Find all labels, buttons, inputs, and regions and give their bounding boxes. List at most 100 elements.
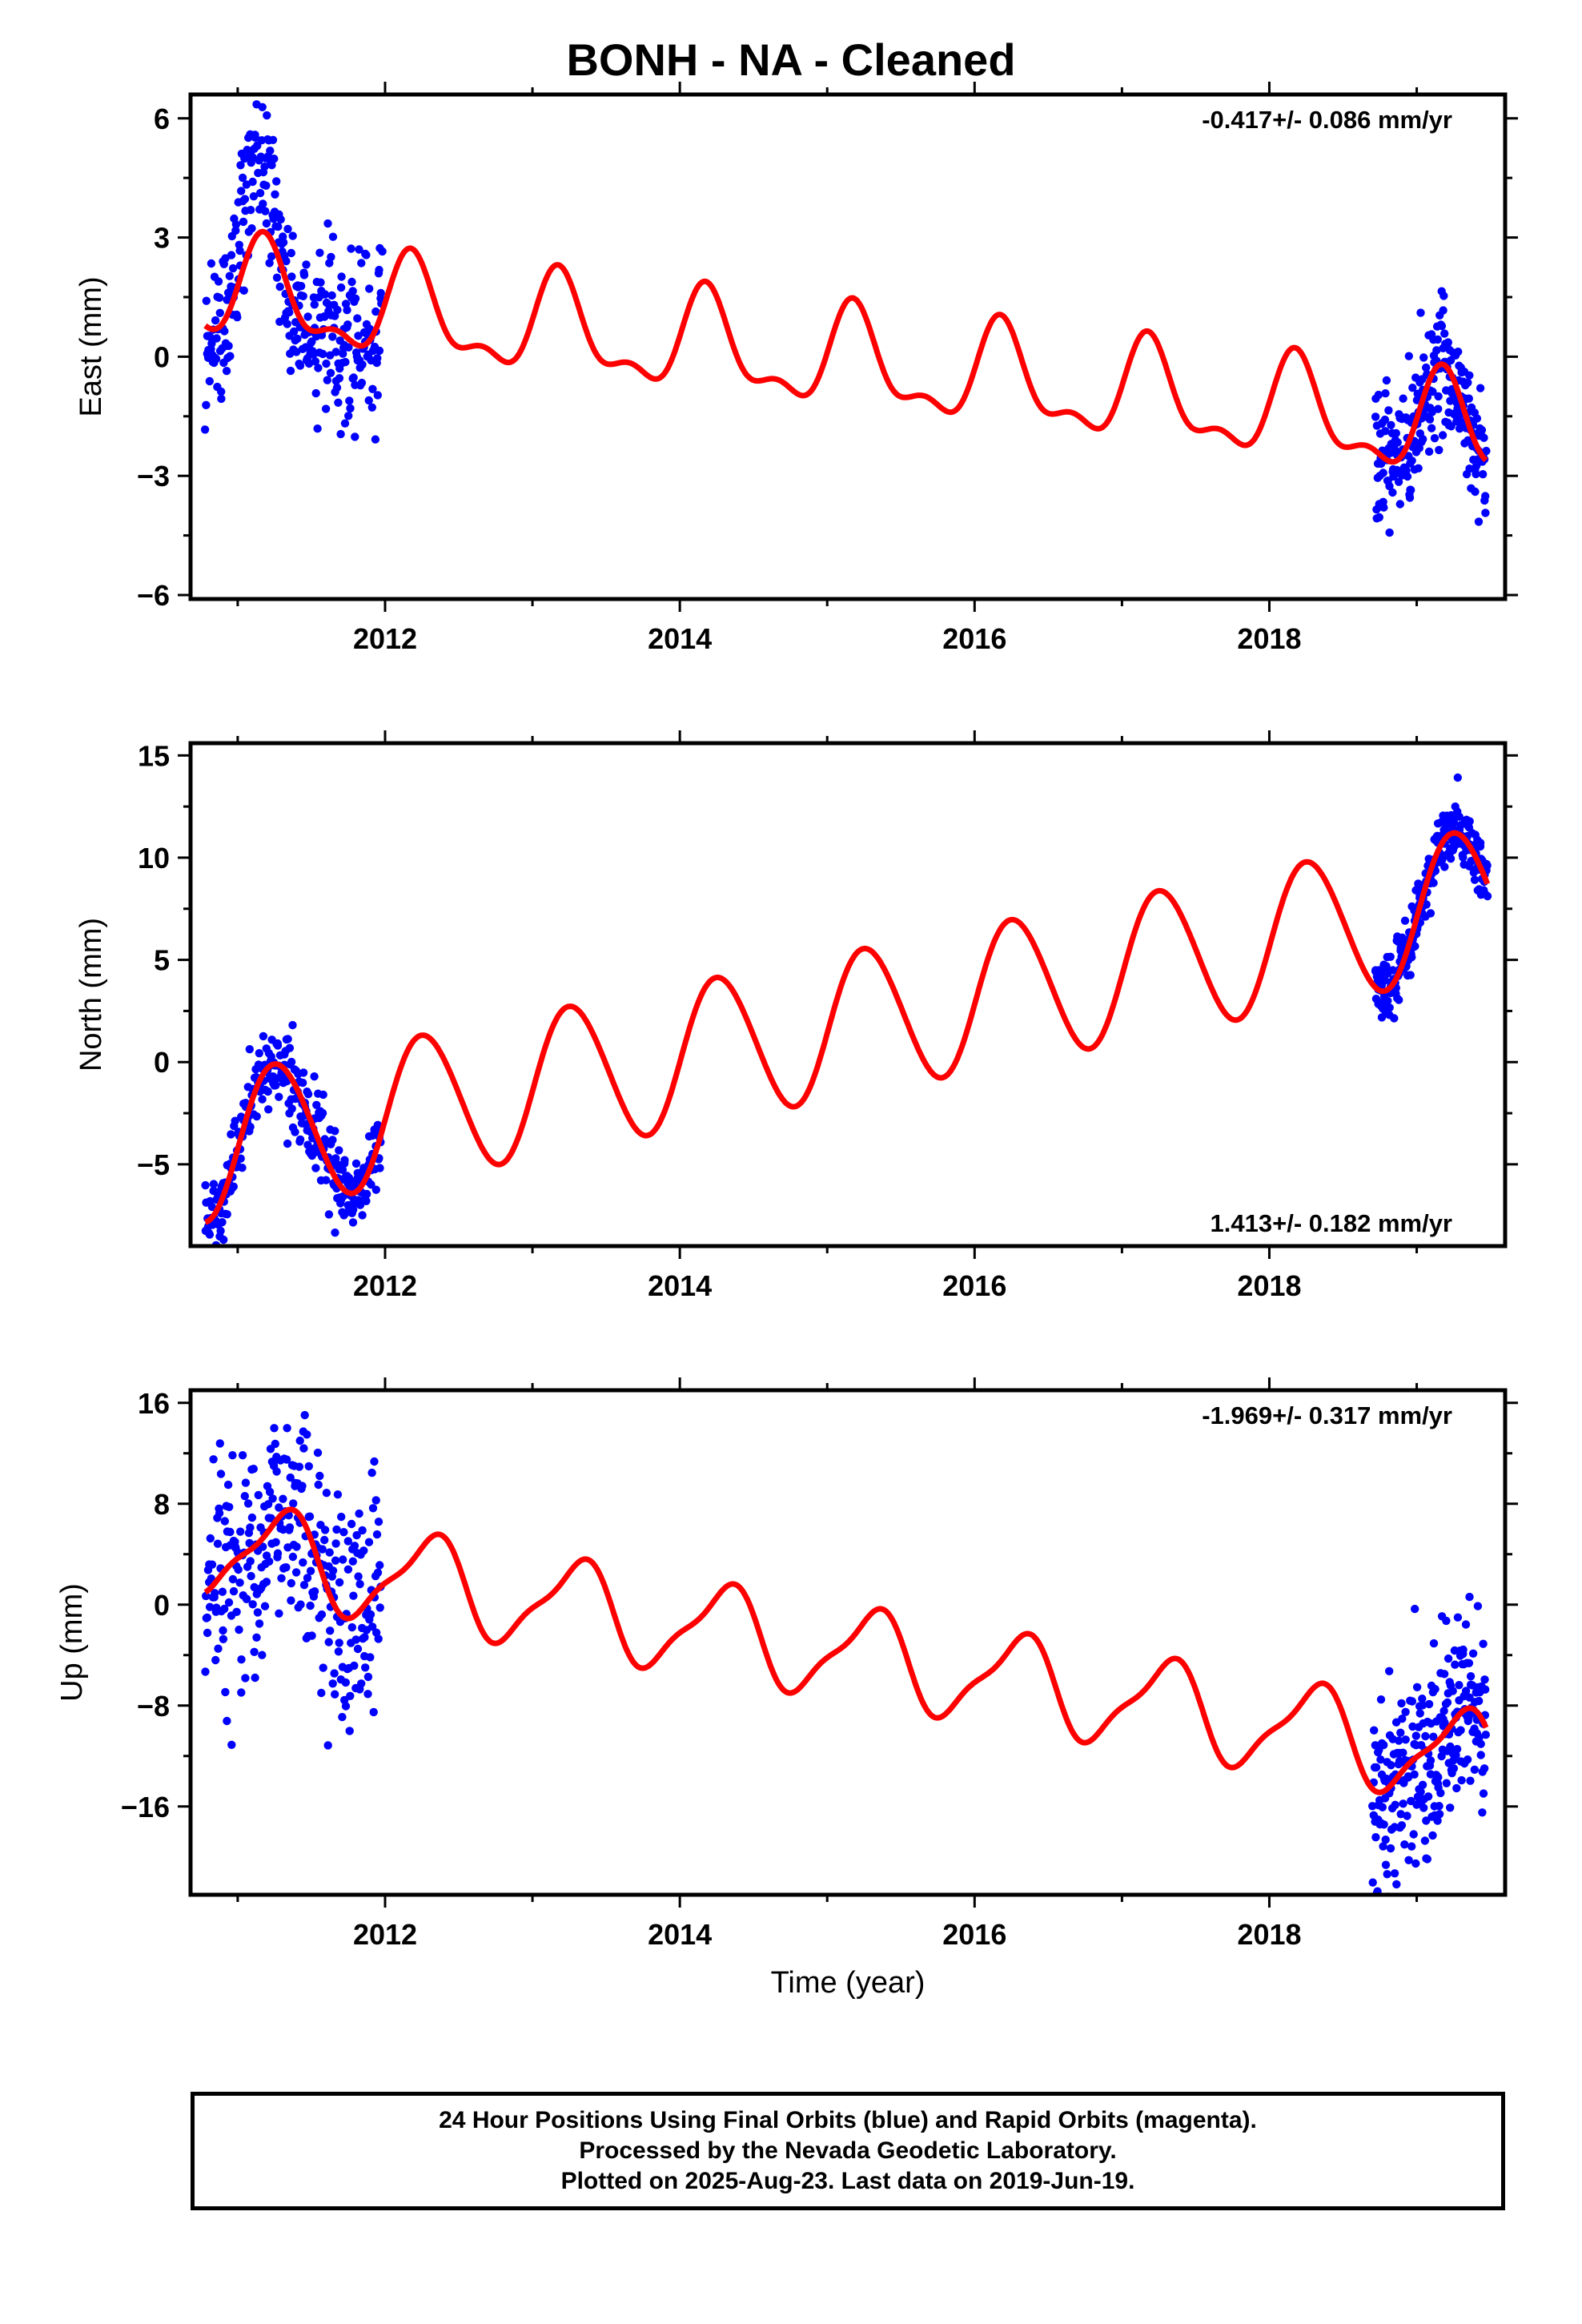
up-data-point (331, 1556, 340, 1565)
north-data-point (209, 1180, 219, 1188)
east-data-point (336, 429, 345, 439)
east-data-point (1381, 427, 1390, 436)
up-data-point (291, 1568, 301, 1577)
east-data-point (255, 188, 265, 198)
up-data-point (1407, 1697, 1417, 1706)
east-data-point (267, 252, 276, 261)
north-data-point (207, 1202, 217, 1212)
up-data-point (1451, 1660, 1460, 1669)
east-data-point (271, 190, 279, 199)
up-data-point (1398, 1715, 1407, 1723)
east-data-point (343, 306, 351, 315)
east-data-point (287, 272, 296, 281)
east-data-point (202, 400, 211, 409)
east-model-curve (203, 228, 1488, 465)
up-data-point (236, 1527, 245, 1536)
east-data-point (331, 348, 340, 356)
east-data-point (249, 192, 259, 201)
up-data-point (341, 1702, 351, 1711)
east-data-point (261, 207, 270, 215)
east-data-point (345, 396, 354, 405)
east-data-point (311, 357, 320, 366)
up-data-point (355, 1509, 363, 1518)
up-data-point (1476, 1739, 1485, 1748)
east-data-point (1395, 500, 1405, 509)
up-data-point (349, 1591, 358, 1600)
east-data-point (255, 85, 263, 93)
east-data-point (1380, 415, 1390, 424)
up-data-point (337, 1512, 346, 1522)
up-data-point (305, 1512, 315, 1521)
east-data-point (276, 215, 285, 224)
up-data-point (298, 1482, 307, 1490)
east-data-point (235, 246, 244, 255)
north-data-point (229, 1182, 238, 1191)
east-data-point (1404, 352, 1414, 360)
figure-title: BONH - NA - Cleaned (566, 34, 1016, 85)
footer-line-orbits: 24 Hour Positions Using Final Orbits (bl… (439, 2107, 1257, 2133)
up-data-point (372, 1530, 382, 1539)
up-data-point (1368, 1878, 1377, 1887)
up-data-point (324, 1638, 333, 1647)
east-data-point (1427, 424, 1436, 432)
east-data-point (1382, 376, 1391, 385)
up-data-point (1459, 1645, 1468, 1655)
up-data-point (241, 1478, 251, 1487)
east-y-tick-label: −3 (137, 460, 170, 493)
up-data-point (1479, 1789, 1488, 1798)
north-data-point (1440, 862, 1449, 871)
up-data-point (253, 1608, 263, 1617)
east-data-point (368, 384, 377, 393)
up-y-axis-label: Up (mm) (55, 1583, 89, 1702)
east-data-point (211, 316, 220, 325)
east-data-point (1425, 415, 1435, 424)
east-data-point (248, 177, 257, 187)
up-data-point (211, 1655, 220, 1665)
east-data-point (371, 435, 380, 444)
east-rate-annotation: -0.417+/- 0.086 mm/yr (1202, 106, 1452, 134)
up-data-point (320, 1535, 329, 1545)
east-data-point (364, 396, 373, 405)
up-data-point (235, 1578, 244, 1587)
east-data-point (274, 222, 283, 231)
up-data-point (352, 1530, 361, 1540)
east-data-point (1464, 394, 1474, 403)
up-data-point (1475, 1696, 1484, 1706)
up-data-point (1401, 1735, 1410, 1744)
up-data-point (1481, 1685, 1490, 1694)
north-data-point (1465, 817, 1474, 826)
footer-line-dates: Plotted on 2025-Aug-23. Last data on 201… (560, 2168, 1135, 2194)
east-data-point (1416, 308, 1425, 317)
up-data-point (251, 1673, 259, 1683)
up-data-point (275, 1609, 283, 1618)
east-data-point (251, 133, 259, 142)
north-data-point (351, 1159, 361, 1168)
east-data-point (357, 378, 367, 388)
up-data-point (254, 1490, 263, 1500)
east-data-point (315, 248, 324, 257)
north-data-point (312, 1100, 321, 1110)
north-data-point (295, 1135, 305, 1144)
up-data-point (363, 1690, 372, 1699)
up-data-point (1480, 1764, 1489, 1773)
up-data-point (375, 1561, 384, 1570)
up-data-point (1424, 1699, 1434, 1709)
up-data-point (1381, 1860, 1391, 1869)
east-data-point (1432, 346, 1441, 355)
up-data-point (289, 1499, 298, 1508)
east-data-point (1384, 406, 1393, 415)
east-data-point (351, 432, 359, 441)
north-x-tick-label: 2016 (942, 1269, 1006, 1302)
up-data-point (241, 1674, 250, 1683)
east-data-point (302, 260, 311, 269)
north-data-point (1455, 812, 1464, 821)
up-data-point (1431, 1685, 1439, 1694)
east-data-point (226, 352, 235, 360)
up-data-point (295, 1462, 304, 1471)
north-data-point (1390, 1014, 1399, 1023)
east-data-point (287, 248, 295, 258)
up-data-point (285, 1523, 295, 1532)
east-data-point (239, 217, 248, 227)
east-data-point (344, 343, 353, 352)
